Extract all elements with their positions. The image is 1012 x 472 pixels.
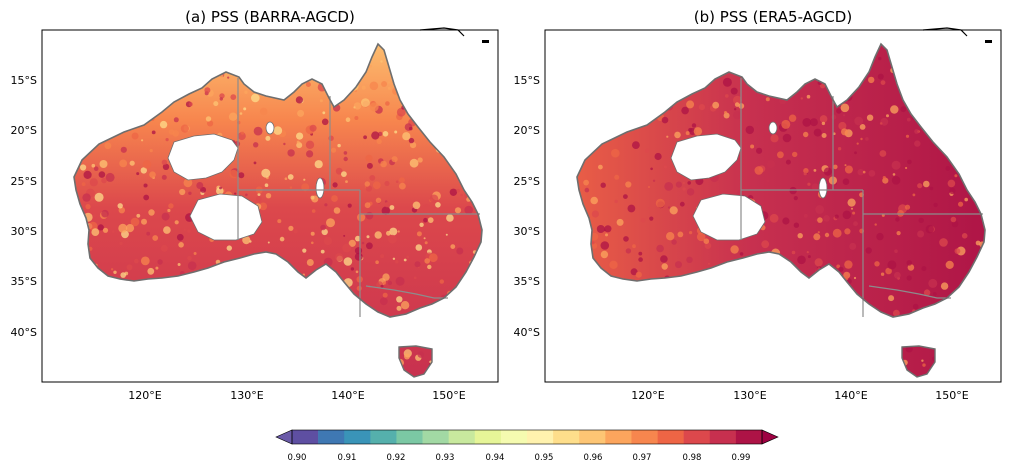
colorbar-extend-low [275,429,293,445]
panel-a-mask-lake-3 [265,121,275,135]
colorbar-label-0.99: 0.99 [732,453,751,463]
panel-b-lat-25s: 25°S [514,175,540,188]
colorbar-segment [422,430,449,444]
colorbar-segment [709,430,737,444]
colorbar-segment [527,430,554,444]
colorbar-segments [292,430,763,444]
colorbar-segment [344,430,371,444]
panel-a-lat-15s: 15°S [11,74,37,87]
panel-b-mask-lake-2 [692,193,766,241]
colorbar-frame [291,429,763,445]
colorbar-segment [579,430,606,444]
panel-b-lat-30s: 30°S [514,225,540,238]
colorbar-segment [683,430,711,444]
panel-b-lat-20s: 20°S [514,124,540,137]
colorbar-segment [448,430,476,444]
panel-b-mask-lake-4 [818,177,828,199]
colorbar-segment [553,430,580,444]
panel-a-lon-140e: 140°E [331,389,364,402]
colorbar-segment [396,430,423,444]
panel-b-lat-15s: 15°S [514,74,540,87]
panel-b-lon-150e: 150°E [935,389,968,402]
panel-b: (b) PSS (ERA5-AGCD) [514,8,1002,402]
panel-b-lon-130e: 130°E [733,389,766,402]
colorbar-label-0.91: 0.91 [338,453,357,463]
colorbar-segment [474,430,502,444]
colorbar-label-0.93: 0.93 [436,453,455,463]
panel-a-lon-130e: 130°E [230,389,263,402]
panel-a-title: (a) PSS (BARRA-AGCD) [185,8,355,26]
panel-a-lon-150e: 150°E [432,389,465,402]
panel-a-lat-20s: 20°S [11,124,37,137]
colorbar-segment [292,430,319,444]
colorbar-extend-high [761,429,779,445]
panel-a-png-coast [419,27,465,37]
colorbar-label-0.95: 0.95 [535,453,554,463]
panel-b-mask-lake-3 [768,121,778,135]
colorbar-segment [631,430,658,444]
panel-b-island-marker [985,40,992,43]
colorbar-segment [735,430,763,444]
panel-a-lat-40s: 40°S [11,326,37,339]
colorbar-label-0.90: 0.90 [288,453,307,463]
panel-a-lat-25s: 25°S [11,175,37,188]
panel-b-lat-40s: 40°S [514,326,540,339]
panel-b-lat-ticks: 15°S 20°S 25°S 30°S 35°S 40°S [514,74,540,339]
panel-b-png-coast [922,27,968,37]
panel-a-lat-35s: 35°S [11,275,37,288]
panel-b-lon-120e: 120°E [631,389,664,402]
colorbar-label-0.98: 0.98 [683,453,702,463]
panel-a-mask-lake-1 [167,133,239,181]
colorbar-segment [605,430,632,444]
panel-a-mask-lake-2 [189,193,263,241]
colorbar: 0.90 0.91 0.92 0.93 0.94 0.95 0.96 0.97 … [275,429,779,463]
colorbar-label-0.97: 0.97 [633,453,652,463]
colorbar-tick-labels: 0.90 0.91 0.92 0.93 0.94 0.95 0.96 0.97 … [288,453,751,463]
panel-b-lon-140e: 140°E [834,389,867,402]
panel-b-state-borders [740,78,983,317]
panel-a: (a) PSS (BARRA-AGCD) [11,8,499,402]
panel-a-lon-120e: 120°E [128,389,161,402]
colorbar-label-0.94: 0.94 [486,453,505,463]
panel-a-lat-ticks: 15°S 20°S 25°S 30°S 35°S 40°S [11,74,37,339]
colorbar-segment [500,430,528,444]
panel-a-lat-30s: 30°S [11,225,37,238]
panel-a-lon-ticks: 120°E 130°E 140°E 150°E [128,389,465,402]
panel-b-lon-ticks: 120°E 130°E 140°E 150°E [631,389,968,402]
colorbar-segment [318,430,345,444]
colorbar-label-0.96: 0.96 [584,453,603,463]
colorbar-segment [370,430,397,444]
panel-a-mask-lake-4 [315,177,325,199]
panel-b-mask-lake-1 [670,133,742,181]
colorbar-segment [657,430,684,444]
panel-b-lat-35s: 35°S [514,275,540,288]
panel-b-title: (b) PSS (ERA5-AGCD) [694,8,852,26]
colorbar-label-0.92: 0.92 [387,453,406,463]
panel-a-island-marker [482,40,489,43]
panel-a-state-borders [237,78,480,317]
